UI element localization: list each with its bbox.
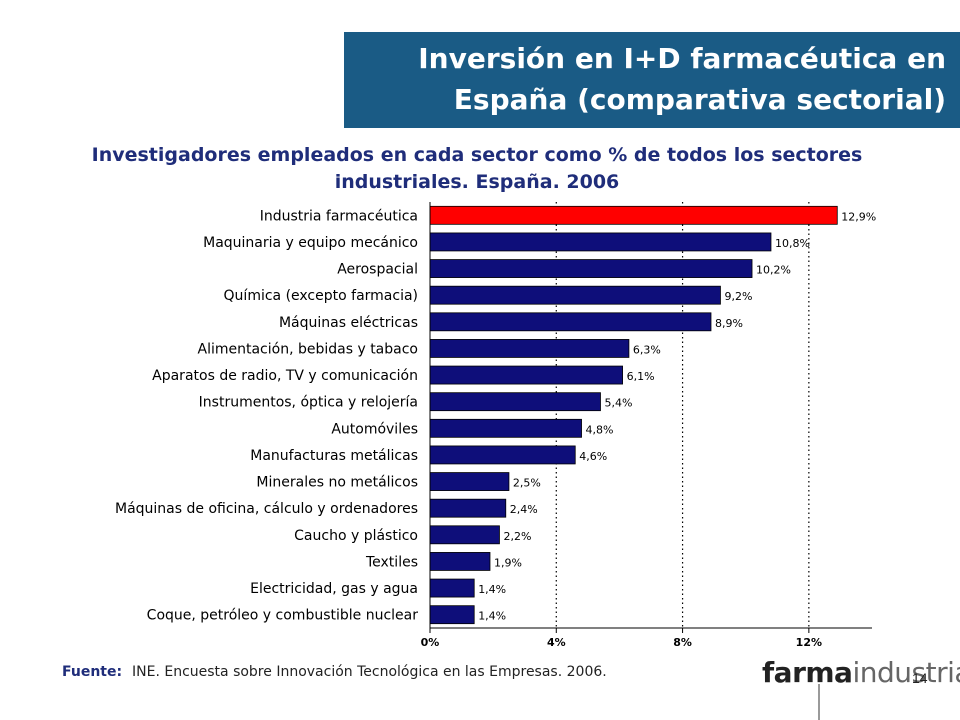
source-text: INE. Encuesta sobre Innovación Tecnológi… bbox=[132, 664, 607, 680]
farmaindustria-logo: farmaindustria bbox=[762, 656, 960, 689]
category-label-5: Alimentación, bebidas y tabaco bbox=[198, 341, 419, 357]
value-label-15: 1,4% bbox=[478, 610, 506, 623]
logo-bold-text: farma bbox=[762, 656, 853, 689]
category-label-14: Electricidad, gas y agua bbox=[250, 581, 418, 597]
bar-13 bbox=[429, 552, 491, 571]
category-label-10: Minerales no metálicos bbox=[256, 475, 418, 491]
category-label-8: Automóviles bbox=[331, 421, 418, 437]
bar-11 bbox=[429, 498, 507, 518]
value-label-6: 6,1% bbox=[627, 370, 655, 383]
page-number: 14 bbox=[912, 670, 928, 686]
category-label-13: Textiles bbox=[365, 554, 418, 570]
chart-subtitle: Investigadores empleados en cada sector … bbox=[20, 142, 934, 196]
category-label-0: Industria farmacéutica bbox=[260, 208, 418, 224]
value-label-4: 8,9% bbox=[715, 317, 743, 330]
category-label-2: Aerospacial bbox=[337, 262, 418, 278]
category-label-6: Aparatos de radio, TV y comunicación bbox=[152, 368, 418, 384]
bar-5 bbox=[429, 339, 630, 358]
category-label-12: Caucho y plástico bbox=[294, 528, 418, 544]
category-label-1: Maquinaria y equipo mecánico bbox=[203, 235, 418, 251]
bar-12 bbox=[429, 525, 500, 545]
slide-title-box: Inversión en I+D farmacéutica en España … bbox=[344, 32, 960, 128]
value-label-9: 4,6% bbox=[579, 450, 607, 463]
value-label-7: 5,4% bbox=[604, 397, 632, 410]
source-label: Fuente: bbox=[62, 664, 123, 680]
x-tick-label-0: 0% bbox=[421, 636, 440, 649]
logo-divider bbox=[818, 684, 820, 720]
value-label-5: 6,3% bbox=[633, 343, 661, 356]
category-label-15: Coque, petróleo y combustible nuclear bbox=[147, 608, 419, 624]
value-label-8: 4,8% bbox=[586, 423, 614, 436]
bar-4 bbox=[429, 312, 712, 332]
slide-title-line-1: Inversión en I+D farmacéutica en bbox=[418, 42, 946, 75]
x-tick-label-3: 12% bbox=[796, 636, 822, 649]
value-label-1: 10,8% bbox=[775, 237, 810, 250]
value-label-3: 9,2% bbox=[724, 290, 752, 303]
x-tick-label-2: 8% bbox=[673, 636, 692, 649]
value-label-10: 2,5% bbox=[513, 477, 541, 490]
bar-1 bbox=[429, 232, 772, 252]
category-label-4: Máquinas eléctricas bbox=[279, 315, 418, 331]
value-label-11: 2,4% bbox=[510, 503, 538, 516]
value-label-13: 1,9% bbox=[494, 556, 522, 569]
bar-15 bbox=[429, 605, 475, 625]
bar-7 bbox=[429, 392, 601, 412]
value-label-14: 1,4% bbox=[478, 583, 506, 596]
bar-10 bbox=[429, 472, 510, 491]
bar-8 bbox=[429, 418, 582, 438]
chart-subtitle-line-2: industriales. España. 2006 bbox=[334, 171, 620, 193]
bar-6 bbox=[429, 365, 623, 385]
category-label-7: Instrumentos, óptica y relojería bbox=[199, 395, 418, 411]
value-label-0: 12,9% bbox=[841, 210, 876, 223]
logo-light-text: industria bbox=[852, 656, 960, 689]
category-label-3: Química (excepto farmacia) bbox=[224, 288, 418, 304]
value-label-12: 2,2% bbox=[503, 530, 531, 543]
category-label-9: Manufacturas metálicas bbox=[250, 448, 418, 464]
chart-subtitle-line-1: Investigadores empleados en cada sector … bbox=[91, 144, 863, 166]
bar-0 bbox=[429, 205, 838, 225]
x-tick-label-1: 4% bbox=[547, 636, 566, 649]
slide-title-line-2: España (comparativa sectorial) bbox=[453, 83, 946, 116]
bar-2 bbox=[429, 259, 753, 278]
bar-9 bbox=[429, 445, 576, 465]
category-label-11: Máquinas de oficina, cálculo y ordenador… bbox=[115, 501, 418, 517]
value-label-2: 10,2% bbox=[756, 264, 791, 277]
bar-14 bbox=[429, 578, 475, 598]
bar-3 bbox=[429, 285, 721, 305]
